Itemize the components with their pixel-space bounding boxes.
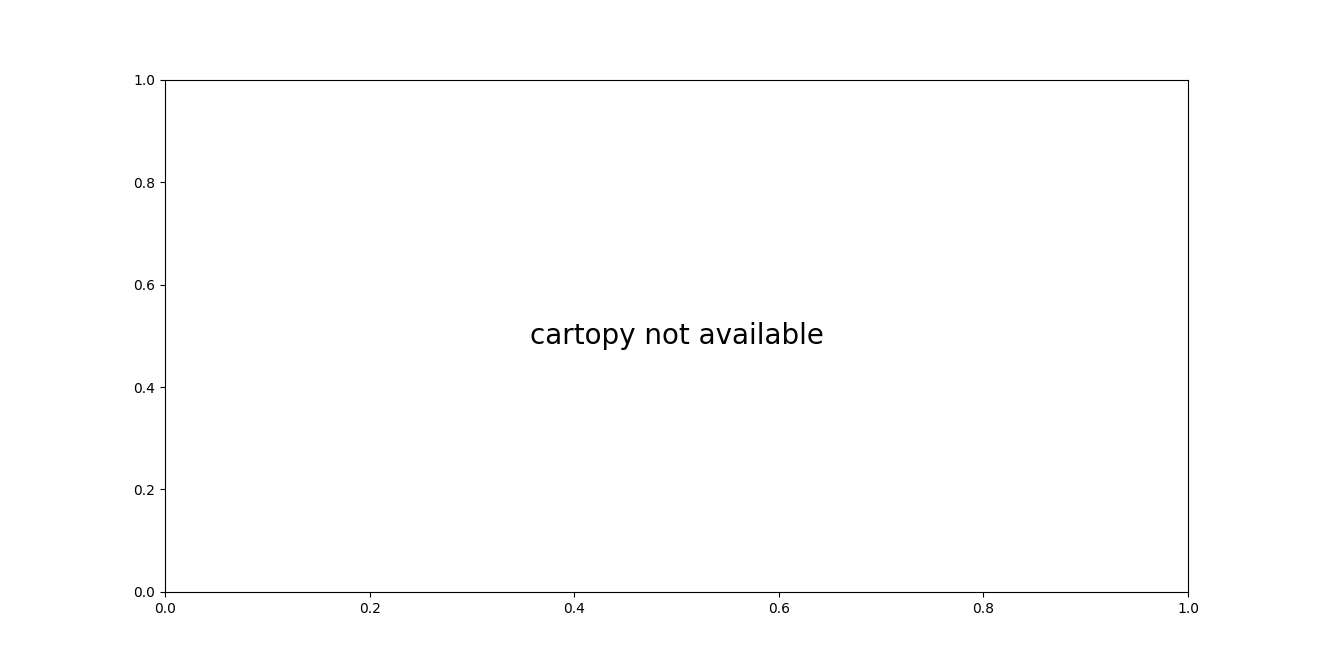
Text: cartopy not available: cartopy not available xyxy=(529,322,824,350)
